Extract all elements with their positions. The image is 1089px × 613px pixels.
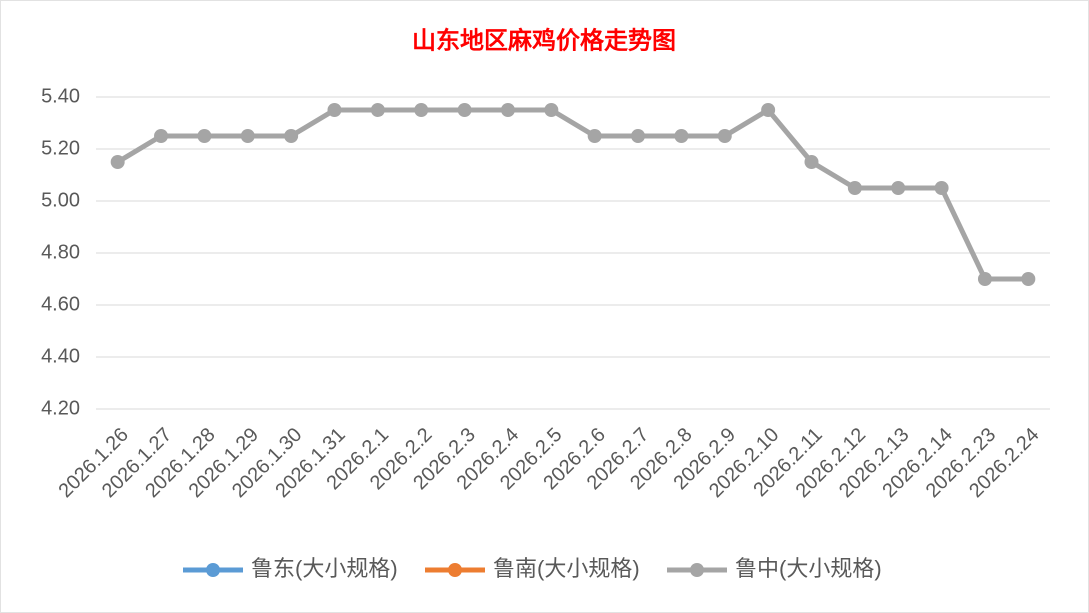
data-point [1021,272,1036,286]
y-tick-label: 5.20 [41,137,80,159]
data-point [414,103,429,117]
y-tick-label: 4.40 [41,345,80,367]
legend-marker [690,563,704,577]
y-tick-label: 4.20 [41,397,80,419]
data-point [110,155,125,169]
data-point [977,272,992,286]
data-point [587,129,602,143]
series-line [116,107,1029,282]
y-tick-label: 5.00 [41,189,80,211]
data-point [197,129,212,143]
data-point [674,129,689,143]
data-point [891,181,906,195]
data-point [284,129,299,143]
data-point [457,103,472,117]
y-tick-label: 5.40 [41,85,80,107]
data-point [631,129,646,143]
data-point [804,155,819,169]
data-point [370,103,385,117]
data-point [847,181,862,195]
legend-marker [448,563,462,577]
y-tick-label: 4.80 [41,241,80,263]
data-point [544,103,559,117]
data-point [761,103,776,117]
chart-title: 山东地区麻鸡价格走势图 [412,26,676,54]
legend-label: 鲁南(大小规格) [493,556,640,581]
legend-marker [206,563,220,577]
data-point [500,103,515,117]
data-point [327,103,342,117]
legend-label: 鲁中(大小规格) [735,556,882,581]
data-point [240,129,255,143]
data-point [934,181,949,195]
legend-label: 鲁东(大小规格) [251,556,398,581]
data-point [717,129,732,143]
data-point [154,129,169,143]
y-tick-label: 4.60 [41,293,80,315]
